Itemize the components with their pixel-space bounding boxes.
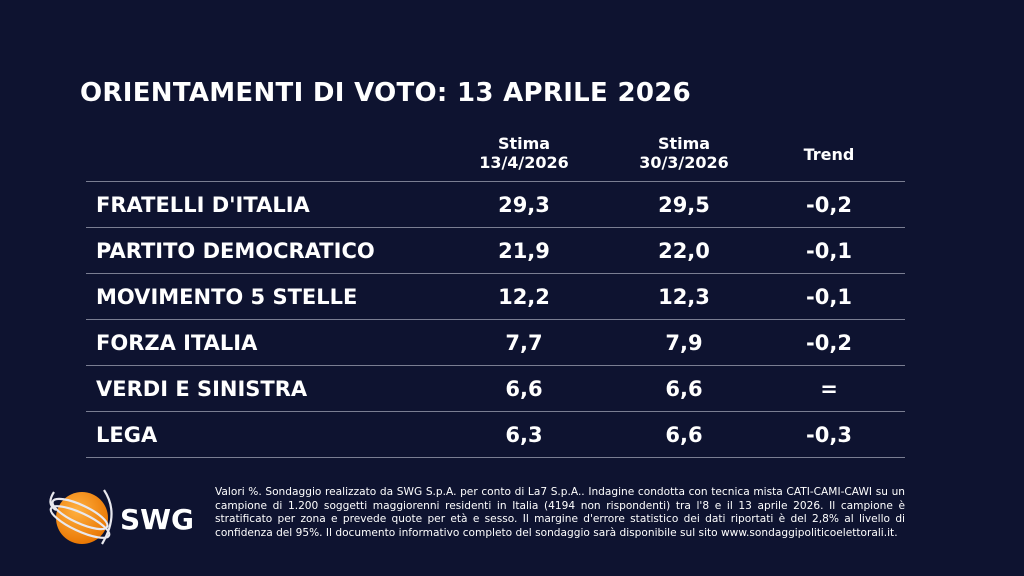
party-name: FRATELLI D'ITALIA (96, 193, 310, 217)
header-line: Trend (803, 145, 855, 164)
poll-table: FRATELLI D'ITALIA 29,3 29,5 -0,2 PARTITO DE… (86, 181, 905, 458)
column-header-current: Stima 13/4/2026 (444, 134, 604, 172)
previous-value: 7,9 (665, 331, 703, 355)
party-name: FORZA ITALIA (96, 331, 258, 355)
party-name: LEGA (96, 423, 158, 447)
table-row: VERDI E SINISTRA 6,6 6,6 = (86, 365, 905, 411)
previous-value: 6,6 (665, 423, 703, 447)
trend-value: -0,1 (806, 239, 852, 263)
current-value: 7,7 (505, 331, 543, 355)
table-row: MOVIMENTO 5 STELLE 12,2 12,3 -0,1 (86, 273, 905, 319)
column-header-previous: Stima 30/3/2026 (604, 134, 764, 172)
header-date: 30/3/2026 (639, 153, 729, 172)
party-name: PARTITO DEMOCRATICO (96, 239, 375, 263)
previous-value: 29,5 (658, 193, 710, 217)
table-row: PARTITO DEMOCRATICO 21,9 22,0 -0,1 (86, 227, 905, 273)
party-name: VERDI E SINISTRA (96, 377, 308, 401)
trend-value: = (820, 377, 838, 401)
table-row: FRATELLI D'ITALIA 29,3 29,5 -0,2 (86, 181, 905, 227)
current-value: 6,3 (505, 423, 543, 447)
previous-value: 22,0 (658, 239, 710, 263)
current-value: 21,9 (498, 239, 550, 263)
swg-logo-text: SWG (120, 503, 195, 536)
trend-value: -0,3 (806, 423, 852, 447)
methodology-note: Valori %. Sondaggio realizzato da SWG S.… (215, 486, 905, 539)
current-value: 29,3 (498, 193, 550, 217)
trend-value: -0,2 (806, 331, 852, 355)
header-line: Stima (657, 134, 711, 153)
column-header-trend: Trend (749, 145, 909, 164)
previous-value: 6,6 (665, 377, 703, 401)
table-row: LEGA 6,3 6,6 -0,3 (86, 411, 905, 458)
previous-value: 12,3 (658, 285, 710, 309)
trend-value: -0,2 (806, 193, 852, 217)
swg-globe-icon (49, 489, 113, 545)
page-title: ORIENTAMENTI DI VOTO: 13 APRILE 2026 (80, 78, 692, 108)
trend-value: -0,1 (806, 285, 852, 309)
header-date: 13/4/2026 (479, 153, 569, 172)
party-name: MOVIMENTO 5 STELLE (96, 285, 358, 309)
current-value: 6,6 (505, 377, 543, 401)
table-row: FORZA ITALIA 7,7 7,9 -0,2 (86, 319, 905, 365)
header-line: Stima (497, 134, 551, 153)
current-value: 12,2 (498, 285, 550, 309)
